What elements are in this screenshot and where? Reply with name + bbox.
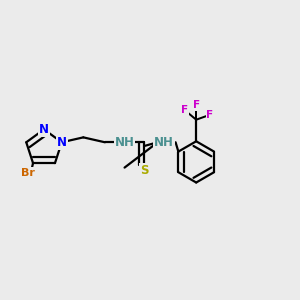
Text: F: F [181, 105, 188, 115]
Text: Br: Br [21, 168, 35, 178]
Text: F: F [206, 110, 214, 120]
Text: N: N [39, 123, 49, 136]
Text: F: F [193, 100, 200, 110]
Text: NH: NH [115, 136, 134, 149]
Text: S: S [140, 164, 148, 177]
Text: N: N [57, 136, 67, 149]
Text: NH: NH [154, 136, 174, 149]
